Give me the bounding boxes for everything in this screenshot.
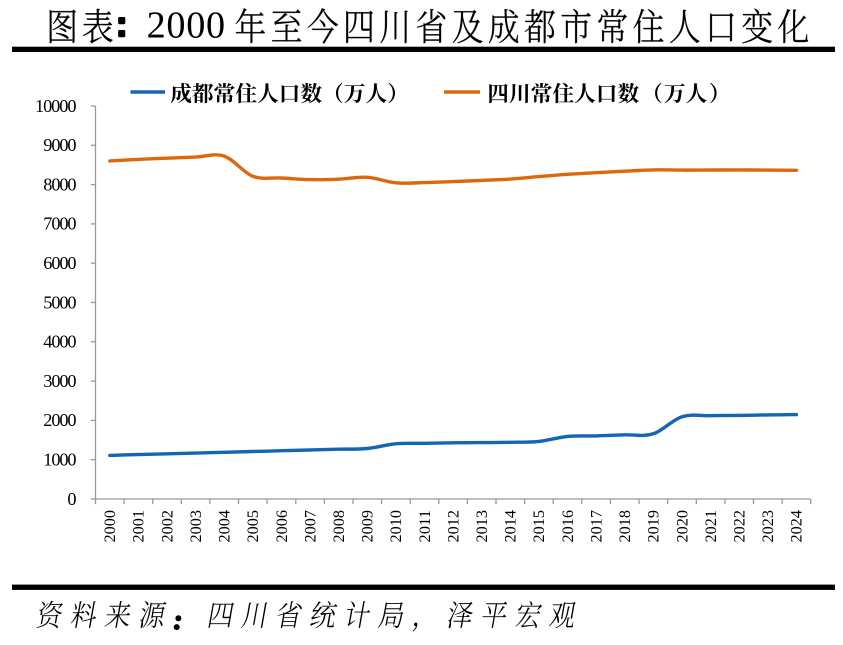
svg-text:7000: 7000: [43, 214, 76, 234]
svg-text:2017: 2017: [587, 510, 605, 543]
svg-text:2022: 2022: [731, 510, 749, 543]
svg-text:2020: 2020: [673, 510, 691, 543]
svg-text:2001: 2001: [130, 510, 148, 543]
svg-text:2006: 2006: [273, 510, 291, 543]
svg-text:4000: 4000: [43, 332, 76, 352]
svg-text:2005: 2005: [244, 510, 262, 543]
svg-text:2004: 2004: [216, 510, 234, 543]
svg-text:2015: 2015: [530, 510, 548, 543]
svg-text:1000: 1000: [43, 450, 76, 470]
svg-text:2000: 2000: [147, 4, 226, 46]
svg-text:9000: 9000: [43, 135, 76, 155]
svg-text:2000: 2000: [43, 410, 76, 430]
svg-text:2018: 2018: [616, 510, 634, 543]
svg-text:2008: 2008: [330, 510, 348, 543]
svg-text:8000: 8000: [43, 174, 76, 194]
svg-text:3000: 3000: [43, 371, 76, 391]
svg-text:2000: 2000: [101, 510, 119, 543]
svg-text:2014: 2014: [502, 510, 520, 543]
svg-text:2003: 2003: [187, 510, 205, 543]
svg-text:2002: 2002: [158, 510, 176, 543]
svg-text:5000: 5000: [43, 292, 76, 312]
svg-text:2012: 2012: [444, 510, 462, 543]
svg-text:2009: 2009: [359, 510, 377, 543]
svg-text:2021: 2021: [702, 510, 720, 543]
svg-text:2010: 2010: [387, 510, 405, 543]
svg-text:6000: 6000: [43, 253, 76, 273]
svg-text:2019: 2019: [645, 510, 663, 543]
svg-text:2013: 2013: [473, 510, 491, 543]
svg-text:0: 0: [67, 489, 76, 509]
svg-text:2011: 2011: [416, 510, 434, 543]
svg-text:2024: 2024: [788, 510, 806, 543]
svg-text:2016: 2016: [559, 510, 577, 543]
svg-text:2007: 2007: [301, 510, 319, 543]
svg-text:2023: 2023: [759, 510, 777, 543]
svg-text:10000: 10000: [35, 96, 77, 116]
